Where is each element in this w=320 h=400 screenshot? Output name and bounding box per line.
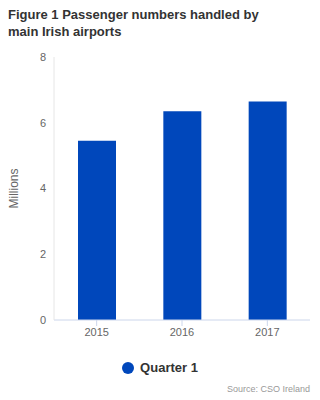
svg-text:2017: 2017 bbox=[255, 326, 279, 338]
svg-text:Millions: Millions bbox=[8, 168, 21, 208]
svg-text:2: 2 bbox=[40, 248, 46, 260]
html-text:Source: CSO Ireland: Source: CSO Ireland bbox=[227, 384, 310, 394]
html-text:Quarter 1: Quarter 1 bbox=[140, 360, 198, 375]
svg-text:2016: 2016 bbox=[170, 326, 194, 338]
svg-text:2015: 2015 bbox=[84, 326, 108, 338]
svg-text:6: 6 bbox=[40, 117, 46, 129]
svg-text:8: 8 bbox=[40, 51, 46, 63]
svg-text:4: 4 bbox=[40, 182, 46, 194]
svg-text:0: 0 bbox=[40, 314, 46, 326]
html-text:Figure 1 Passenger numbers han: Figure 1 Passenger numbers handled by ma… bbox=[8, 7, 259, 39]
